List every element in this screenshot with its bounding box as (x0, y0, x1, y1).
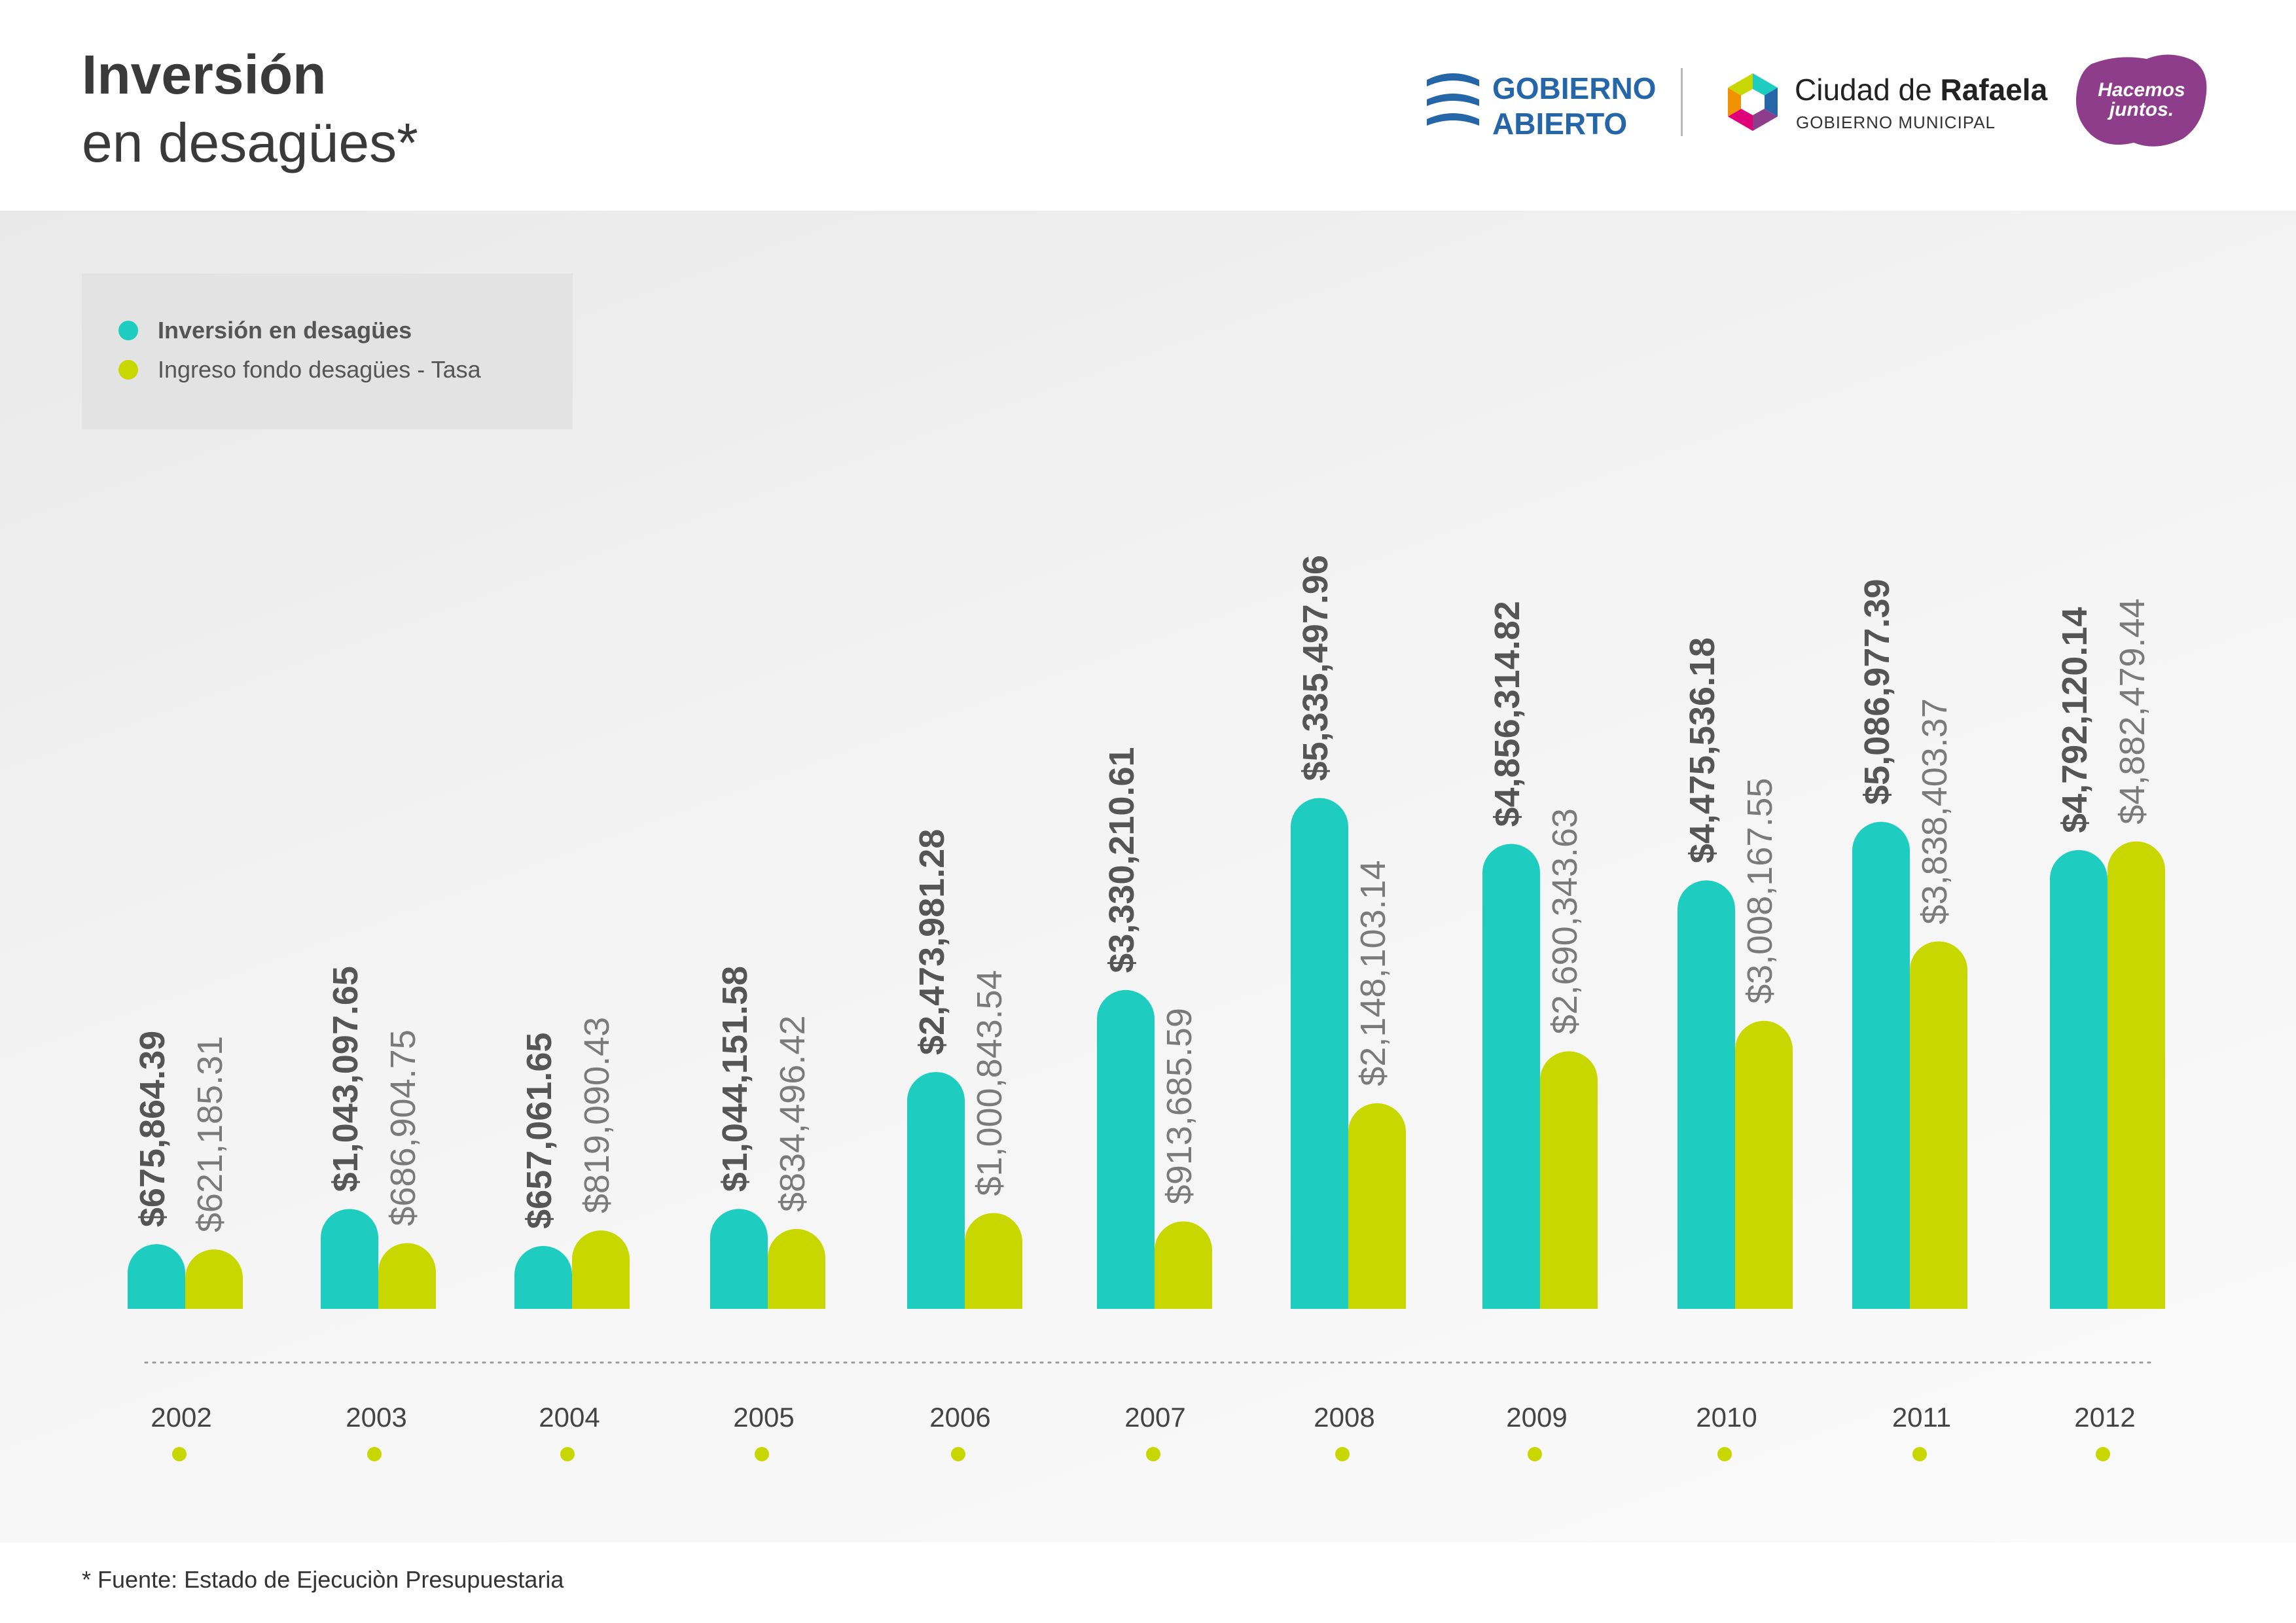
logo-bar: GOBIERNO ABIERTO Ciudad de Rafaela GOBIE… (1414, 52, 2219, 157)
bar-inversion-2011 (1852, 821, 1910, 1309)
data-label-ingreso-2004: $819,090.43 (577, 1017, 617, 1213)
data-label-inversion-2004: $657,061.65 (520, 1033, 559, 1229)
year-label-2010: 2010 (1696, 1402, 1757, 1433)
bar-ingreso-2005 (768, 1228, 825, 1309)
data-label-inversion-2010: $4,475,536.18 (1683, 637, 1722, 863)
bar-ingreso-2004 (572, 1230, 630, 1309)
year-dot-2003 (367, 1447, 382, 1461)
bar-inversion-2005 (710, 1209, 768, 1309)
data-label-ingreso-2007: $913,685.59 (1160, 1008, 1199, 1204)
data-label-ingreso-2003: $686,904.75 (384, 1029, 423, 1226)
year-dot-2008 (1335, 1447, 1350, 1461)
bar-ingreso-2012 (2108, 841, 2165, 1309)
title-line-1: Inversión (82, 44, 327, 105)
data-label-inversion-2005: $1,044,151.58 (715, 966, 755, 1192)
gobierno-abierto-icon (1427, 73, 1479, 126)
year-label-2009: 2009 (1506, 1402, 1567, 1433)
ciudad-rafaela-subtitle: GOBIERNO MUNICIPAL (1796, 113, 1996, 132)
bar-inversion-2007 (1097, 990, 1155, 1309)
gobierno-abierto-line2: ABIERTO (1492, 107, 1628, 141)
data-label-ingreso-2002: $621,185.31 (190, 1036, 230, 1232)
bar-ingreso-2011 (1910, 941, 1967, 1309)
bar-ingreso-2002 (185, 1249, 243, 1309)
year-dot-2005 (755, 1447, 769, 1461)
data-label-inversion-2007: $3,330,210.61 (1102, 747, 1141, 972)
year-dot-2004 (560, 1447, 575, 1461)
hacemos-juntos-blob-icon (2075, 54, 2207, 147)
year-dot-2012 (2096, 1447, 2110, 1461)
year-label-2006: 2006 (929, 1402, 990, 1433)
year-label-2012: 2012 (2074, 1402, 2135, 1433)
bar-ingreso-2007 (1155, 1221, 1212, 1309)
footnote: * Fuente: Estado de Ejecuciòn Presupuest… (82, 1566, 564, 1593)
legend-dot-ingreso (118, 360, 138, 380)
ciudad-name-bold: Rafaela (1940, 73, 2048, 107)
ciudad-rafaela-name: Ciudad de Rafaela (1795, 72, 2047, 107)
chart-panel (0, 211, 2296, 1543)
legend-item-inversion: Inversión en desagües (118, 317, 412, 344)
bar-inversion-2009 (1482, 844, 1540, 1309)
year-label-2003: 2003 (346, 1402, 406, 1433)
year-label-2011: 2011 (1892, 1402, 1951, 1433)
legend: Inversión en desagües Ingreso fondo desa… (82, 274, 573, 429)
hacemos-line1: Hacemos (2098, 79, 2185, 101)
data-label-ingreso-2005: $834,496.42 (773, 1016, 812, 1212)
year-label-2008: 2008 (1314, 1402, 1374, 1433)
page-title: Inversión en desagües* (82, 41, 418, 177)
data-label-inversion-2012: $4,792,120.14 (2055, 607, 2094, 833)
legend-label-inversion: Inversión en desagües (158, 317, 412, 344)
legend-label-ingreso: Ingreso fondo desagües - Tasa (158, 356, 481, 383)
year-dot-2011 (1912, 1447, 1927, 1461)
data-label-ingreso-2008: $2,148,103.14 (1354, 860, 1393, 1086)
data-label-inversion-2006: $2,473,981.28 (912, 829, 952, 1055)
hacemos-juntos-logo: Hacemos juntos. (2089, 80, 2194, 120)
bar-inversion-2008 (1291, 798, 1348, 1309)
data-label-inversion-2009: $4,856,314.82 (1488, 601, 1527, 827)
year-dot-2009 (1528, 1447, 1542, 1461)
bar-ingreso-2006 (965, 1213, 1022, 1309)
data-label-ingreso-2006: $1,000,843.54 (970, 970, 1009, 1196)
data-label-inversion-2008: $5,335,497.96 (1296, 555, 1335, 781)
bar-ingreso-2010 (1735, 1020, 1793, 1309)
logo-divider (1681, 68, 1683, 136)
ciudad-rafaela-icon (1728, 73, 1778, 131)
year-dot-2006 (951, 1447, 965, 1461)
data-label-inversion-2002: $675,864.39 (133, 1031, 172, 1227)
year-label-2004: 2004 (539, 1402, 600, 1433)
data-label-ingreso-2012: $4,882,479.44 (2113, 598, 2152, 824)
year-label-2007: 2007 (1124, 1402, 1185, 1433)
year-label-2005: 2005 (733, 1402, 794, 1433)
ciudad-name-regular: Ciudad de (1795, 73, 1941, 107)
year-dot-2007 (1146, 1447, 1160, 1461)
year-dot-2010 (1717, 1447, 1732, 1461)
bar-ingreso-2008 (1348, 1103, 1406, 1309)
bar-inversion-2006 (907, 1072, 965, 1309)
bar-inversion-2004 (514, 1245, 572, 1309)
hacemos-line2: juntos. (2109, 99, 2174, 120)
title-line-2: en desagües* (82, 112, 418, 173)
year-dot-2002 (172, 1447, 187, 1461)
legend-item-ingreso: Ingreso fondo desagües - Tasa (118, 356, 481, 383)
legend-dot-inversion (118, 321, 138, 340)
bar-ingreso-2003 (378, 1243, 436, 1309)
bar-inversion-2003 (321, 1209, 378, 1309)
data-label-inversion-2011: $5,086,977.39 (1857, 579, 1897, 804)
bar-inversion-2012 (2050, 849, 2108, 1309)
data-label-ingreso-2011: $3,838,403.37 (1915, 698, 1954, 924)
gobierno-abierto-logo: GOBIERNO ABIERTO (1492, 71, 1656, 141)
bar-ingreso-2009 (1540, 1051, 1598, 1309)
data-label-ingreso-2009: $2,690,343.63 (1545, 808, 1585, 1034)
year-label-2002: 2002 (151, 1402, 211, 1433)
data-label-ingreso-2010: $3,008,167.55 (1740, 778, 1780, 1004)
gobierno-abierto-line1: GOBIERNO (1492, 71, 1657, 105)
bar-inversion-2010 (1677, 880, 1735, 1309)
bar-inversion-2002 (128, 1244, 185, 1309)
data-label-inversion-2003: $1,043,097.65 (326, 966, 365, 1192)
